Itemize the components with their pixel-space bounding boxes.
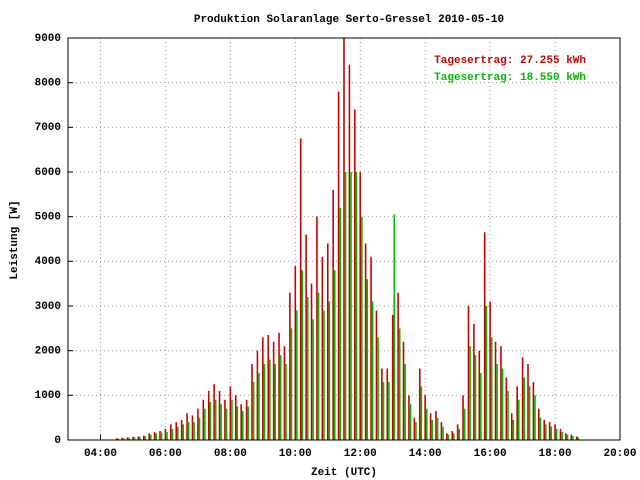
y-tick-label: 6000 — [35, 167, 61, 179]
x-tick-label: 08:00 — [214, 448, 247, 460]
x-tick-label: 14:00 — [409, 448, 442, 460]
x-axis-label: Zeit (UTC) — [311, 467, 377, 479]
plot-border — [67, 37, 621, 441]
legend-entry: Tagesertrag: 18.550 kWh — [434, 72, 586, 84]
x-tick-label: 06:00 — [149, 448, 182, 460]
y-tick-label: 9000 — [35, 33, 61, 45]
y-tick-label: 0 — [54, 435, 61, 447]
chart-title: Produktion Solaranlage Serto-Gressel 201… — [194, 14, 504, 26]
x-tick-label: 20:00 — [603, 448, 636, 460]
y-tick-label: 7000 — [35, 122, 61, 134]
x-tick-label: 16:00 — [474, 448, 507, 460]
y-tick-label: 8000 — [35, 78, 61, 90]
x-tick-label: 18:00 — [539, 448, 572, 460]
y-tick-label: 3000 — [35, 301, 61, 313]
legend-entry: Tagesertrag: 27.255 kWh — [434, 55, 586, 67]
y-tick-label: 2000 — [35, 346, 61, 358]
y-tick-label: 4000 — [35, 256, 61, 268]
y-tick-label: 1000 — [35, 390, 61, 402]
y-tick-label: 5000 — [35, 212, 61, 224]
x-tick-label: 12:00 — [344, 448, 377, 460]
y-axis-label: Leistung [W] — [9, 200, 21, 279]
x-tick-label: 10:00 — [279, 448, 312, 460]
x-tick-label: 04:00 — [84, 448, 117, 460]
